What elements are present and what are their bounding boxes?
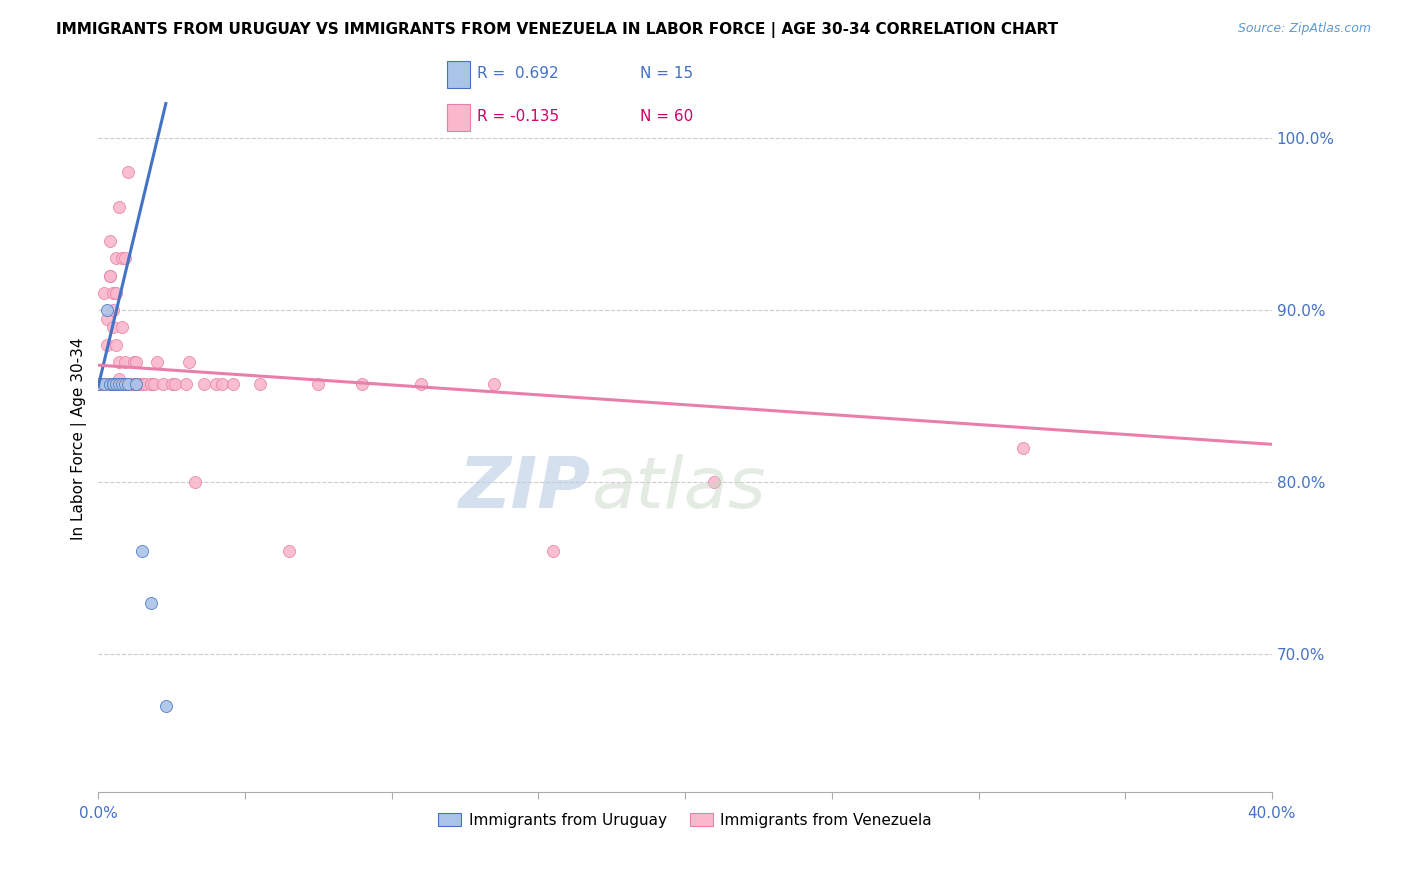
Point — [125, 377, 148, 392]
Point — [114, 252, 136, 266]
Point — [307, 377, 329, 392]
Point — [104, 252, 127, 266]
Point — [131, 544, 153, 558]
Point — [278, 544, 301, 558]
Point — [152, 377, 174, 392]
Point — [117, 165, 139, 179]
Point — [141, 377, 163, 392]
Point — [193, 377, 215, 392]
Y-axis label: In Labor Force | Age 30-34: In Labor Force | Age 30-34 — [72, 338, 87, 541]
Point — [87, 377, 110, 392]
Point — [146, 355, 169, 369]
Point — [104, 377, 127, 392]
Point — [125, 377, 148, 392]
Point — [96, 337, 118, 351]
Point — [108, 200, 131, 214]
Point — [1011, 441, 1033, 455]
Point — [155, 698, 177, 713]
Point — [163, 377, 186, 392]
Point — [141, 377, 163, 392]
Point — [104, 285, 127, 300]
Point — [98, 377, 121, 392]
Point — [108, 377, 131, 392]
Legend: Immigrants from Uruguay, Immigrants from Venezuela: Immigrants from Uruguay, Immigrants from… — [432, 806, 938, 834]
Point — [96, 303, 118, 318]
Point — [131, 377, 153, 392]
Point — [87, 377, 110, 392]
Point — [90, 377, 112, 392]
Text: N = 15: N = 15 — [640, 66, 693, 81]
Point — [87, 377, 110, 392]
Point — [122, 377, 145, 392]
Point — [111, 252, 134, 266]
Point — [101, 303, 124, 318]
Point — [120, 377, 142, 392]
Point — [90, 377, 112, 392]
Point — [176, 377, 198, 392]
Point — [108, 355, 131, 369]
FancyBboxPatch shape — [447, 62, 470, 88]
Point — [134, 377, 156, 392]
Point — [98, 268, 121, 283]
Point — [160, 377, 183, 392]
Point — [409, 377, 432, 392]
Point — [179, 355, 201, 369]
Point — [117, 377, 139, 392]
Point — [703, 475, 725, 490]
Point — [108, 372, 131, 386]
Point — [249, 377, 271, 392]
Point — [352, 377, 374, 392]
Point — [98, 268, 121, 283]
Point — [125, 355, 148, 369]
Point — [101, 377, 124, 392]
Point — [143, 377, 166, 392]
Point — [211, 377, 233, 392]
Point — [96, 311, 118, 326]
Point — [98, 234, 121, 248]
Point — [93, 377, 115, 392]
Point — [96, 377, 118, 392]
Point — [484, 377, 506, 392]
Point — [114, 355, 136, 369]
Point — [111, 377, 134, 392]
Point — [120, 377, 142, 392]
Point — [101, 377, 124, 392]
Point — [222, 377, 245, 392]
Point — [141, 596, 163, 610]
Text: R = -0.135: R = -0.135 — [477, 109, 560, 124]
Point — [114, 377, 136, 392]
Point — [111, 320, 134, 334]
Point — [117, 377, 139, 392]
Point — [87, 377, 110, 392]
Point — [93, 285, 115, 300]
Point — [93, 377, 115, 392]
Text: IMMIGRANTS FROM URUGUAY VS IMMIGRANTS FROM VENEZUELA IN LABOR FORCE | AGE 30-34 : IMMIGRANTS FROM URUGUAY VS IMMIGRANTS FR… — [56, 22, 1059, 38]
FancyBboxPatch shape — [447, 103, 470, 130]
Point — [101, 320, 124, 334]
Point — [541, 544, 564, 558]
Point — [204, 377, 226, 392]
Point — [104, 337, 127, 351]
Point — [122, 355, 145, 369]
Text: atlas: atlas — [592, 454, 766, 523]
Text: N = 60: N = 60 — [640, 109, 693, 124]
Text: R =  0.692: R = 0.692 — [477, 66, 558, 81]
Text: Source: ZipAtlas.com: Source: ZipAtlas.com — [1237, 22, 1371, 36]
Point — [184, 475, 207, 490]
Point — [101, 285, 124, 300]
Point — [128, 377, 150, 392]
Text: ZIP: ZIP — [458, 454, 592, 523]
